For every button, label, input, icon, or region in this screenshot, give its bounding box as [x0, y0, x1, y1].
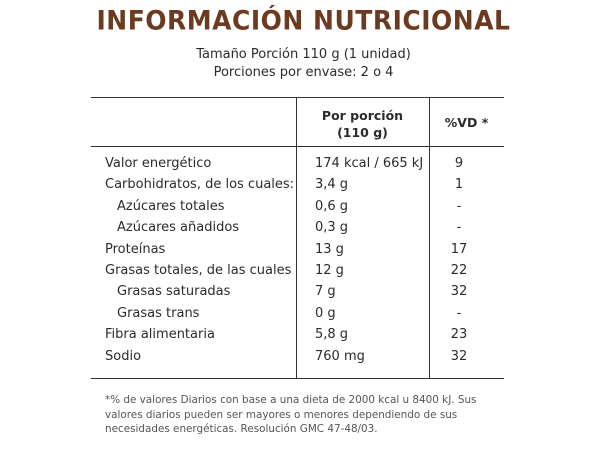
footnote-line: *% de valores Diarios con base a una die… — [105, 394, 477, 406]
column-divider — [429, 98, 430, 378]
nutrient-amount: 5,8 g — [315, 327, 349, 343]
nutrient-amount: 3,4 g — [315, 177, 349, 193]
nutrient-daily-value: - — [456, 220, 462, 236]
table-row: Azúcares añadidos 0,3 g - — [91, 217, 504, 238]
table-row: Carbohidratos, de los cuales: 3,4 g 1 — [91, 174, 504, 195]
nutrient-daily-value: 22 — [450, 263, 468, 278]
nutrient-amount: 0,3 g — [315, 220, 349, 236]
nutrient-name: Azúcares totales — [117, 198, 225, 214]
table-row: Fibra alimentaria 5,8 g 23 — [91, 324, 504, 345]
header-divider — [91, 146, 504, 147]
nutrient-amount: 13 g — [315, 241, 344, 257]
nutrient-amount: 0 g — [315, 305, 336, 321]
footnote: *% de valores Diarios con base a una die… — [105, 393, 505, 437]
nutrient-amount: 174 kcal / 665 kJ — [315, 156, 424, 171]
table-row: Valor energético 174 kcal / 665 kJ 9 — [91, 153, 504, 174]
header-per-portion-line2: (110 g) — [337, 125, 388, 140]
header-daily-value: %VD * — [444, 115, 489, 130]
footnote-line: valores diarios pueden ser mayores o men… — [105, 408, 458, 421]
header-per-portion: Por porción (110 g) — [296, 107, 429, 141]
table-row: Grasas trans 0 g - — [91, 303, 504, 324]
nutrient-name: Valor energético — [105, 156, 212, 171]
header-per-portion-line1: Por porción — [321, 108, 404, 123]
servings-per-container: Porciones por envase: 2 o 4 — [213, 65, 394, 80]
table-row: Azúcares totales 0,6 g - — [91, 196, 504, 217]
nutrient-name: Fibra alimentaria — [105, 327, 215, 343]
table-row: Grasas totales, de las cuales 12 g 22 — [91, 260, 504, 281]
nutrient-daily-value: - — [456, 305, 462, 321]
nutrition-table: Por porción (110 g) %VD * Valor energéti… — [91, 97, 504, 379]
nutrient-amount: 0,6 g — [315, 198, 349, 214]
page-title: INFORMACIÓN NUTRICIONAL — [96, 4, 511, 37]
table-row: Sodio 760 mg 32 — [91, 346, 504, 367]
nutrient-amount: 7 g — [315, 284, 336, 300]
nutrient-daily-value: 1 — [454, 177, 464, 193]
nutrient-daily-value: 17 — [450, 241, 468, 257]
nutrient-amount: 760 mg — [315, 348, 365, 364]
nutrient-daily-value: 9 — [454, 156, 464, 171]
nutrient-name: Proteínas — [105, 241, 166, 257]
nutrient-name: Grasas saturadas — [117, 284, 231, 300]
table-row: Proteínas 13 g 17 — [91, 239, 504, 260]
nutrient-name: Sodio — [105, 348, 142, 364]
nutrient-name: Grasas totales, de las cuales — [105, 263, 292, 278]
column-divider — [296, 98, 297, 378]
nutrient-name: Carbohidratos, de los cuales: — [105, 177, 295, 193]
nutrient-daily-value: - — [456, 198, 462, 214]
serving-size: Tamaño Porción 110 g (1 unidad) — [196, 47, 411, 62]
table-row: Grasas saturadas 7 g 32 — [91, 281, 504, 302]
footnote-line: necesidades energéticas. Resolución GMC … — [105, 423, 378, 435]
nutrient-daily-value: 32 — [450, 348, 468, 364]
nutrient-daily-value: 23 — [450, 327, 468, 343]
nutrient-name: Grasas trans — [117, 305, 200, 321]
nutrient-amount: 12 g — [315, 263, 344, 278]
nutrient-daily-value: 32 — [450, 284, 468, 300]
nutrient-name: Azúcares añadidos — [117, 220, 240, 236]
